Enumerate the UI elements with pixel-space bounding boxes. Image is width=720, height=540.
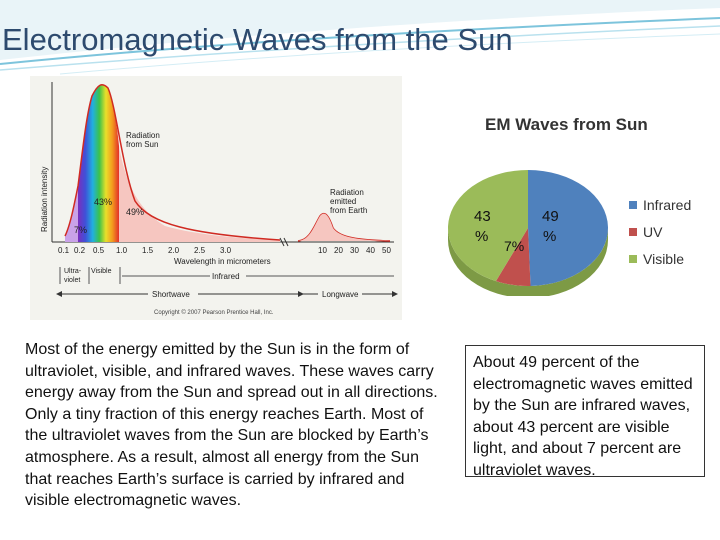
pie-label-infrared-top: 49 bbox=[542, 208, 559, 225]
sun-radiation-curve bbox=[64, 83, 281, 241]
tick-label: 1.0 bbox=[116, 246, 128, 255]
left-paragraph: Most of the energy emitted by the Sun is… bbox=[25, 341, 438, 510]
tick-label: 2.0 bbox=[168, 246, 180, 255]
tick-label: 3.0 bbox=[220, 246, 232, 255]
legend-swatch-uv bbox=[629, 228, 637, 236]
tick-label: 40 bbox=[366, 246, 375, 255]
sun-label-1: Radiation bbox=[126, 131, 160, 140]
pct-infrared: 49% bbox=[126, 207, 144, 217]
sun-label-2: from Sun bbox=[126, 140, 158, 149]
pie-label-visible-bottom: % bbox=[475, 228, 488, 245]
tick-label: 20 bbox=[334, 246, 343, 255]
pie-slices bbox=[447, 170, 608, 286]
earth-label-3: from Earth bbox=[330, 206, 367, 215]
tick-label: 2.5 bbox=[194, 246, 206, 255]
summary-text: About 49 percent of the electromagnetic … bbox=[473, 354, 693, 479]
tick-label: 1.5 bbox=[142, 246, 154, 255]
legend-uv: UV bbox=[643, 224, 663, 240]
infrared-fill bbox=[119, 146, 280, 242]
x-tick-labels: 0.1 0.2 0.5 1.0 1.5 2.0 2.5 3.0 10 20 30… bbox=[58, 246, 391, 255]
summary-box: About 49 percent of the electromagnetic … bbox=[465, 345, 705, 479]
tick-label: 30 bbox=[350, 246, 359, 255]
legend-visible: Visible bbox=[643, 251, 684, 267]
band-infrared: Infrared bbox=[212, 272, 240, 281]
pie-label-uv: 7% bbox=[504, 238, 524, 254]
tick-label: 50 bbox=[382, 246, 391, 255]
visible-fill bbox=[78, 84, 119, 242]
shortwave-label: Shortwave bbox=[152, 290, 190, 299]
earth-label-2: emitted bbox=[330, 197, 356, 206]
earth-label-1: Radiation bbox=[330, 188, 364, 197]
pct-visible: 43% bbox=[94, 197, 112, 207]
legend-swatch-visible bbox=[629, 255, 637, 263]
legend-swatch-infrared bbox=[629, 201, 637, 209]
pie-figure: EM Waves from Sun 43 % 7% 49 % Infrared … bbox=[440, 100, 712, 298]
pie-slice-visible bbox=[447, 170, 528, 282]
tick-label: 0.2 bbox=[74, 246, 86, 255]
tick-label: 0.1 bbox=[58, 246, 70, 255]
band-ultraviolet-2: violet bbox=[64, 277, 80, 284]
band-ultraviolet-1: Ultra- bbox=[64, 268, 82, 275]
pie-legend: Infrared UV Visible bbox=[629, 197, 691, 267]
pie-label-visible-top: 43 bbox=[474, 208, 491, 225]
tick-label: 10 bbox=[318, 246, 327, 255]
pie-slice-infrared bbox=[528, 170, 608, 286]
spectrum-figure: Radiation intensity Radiation from Sun R… bbox=[30, 76, 402, 320]
y-axis-label: Radiation intensity bbox=[40, 167, 49, 232]
copyright: Copyright © 2007 Pearson Prentice Hall, … bbox=[154, 309, 274, 316]
pie-slice-uv bbox=[495, 228, 531, 286]
pie-depth bbox=[448, 228, 608, 298]
tick-label: 0.5 bbox=[93, 246, 105, 255]
pie-title: EM Waves from Sun bbox=[485, 115, 648, 134]
x-axis-label: Wavelength in micrometers bbox=[174, 257, 271, 266]
longwave-label: Longwave bbox=[322, 290, 359, 299]
legend-infrared: Infrared bbox=[643, 197, 691, 213]
slide-title: Electromagnetic Waves from the Sun bbox=[2, 22, 513, 57]
pie-label-infrared-bottom: % bbox=[543, 228, 556, 245]
pct-uv: 7% bbox=[74, 225, 87, 235]
band-visible: Visible bbox=[91, 268, 112, 275]
header-swoosh bbox=[0, 0, 720, 75]
